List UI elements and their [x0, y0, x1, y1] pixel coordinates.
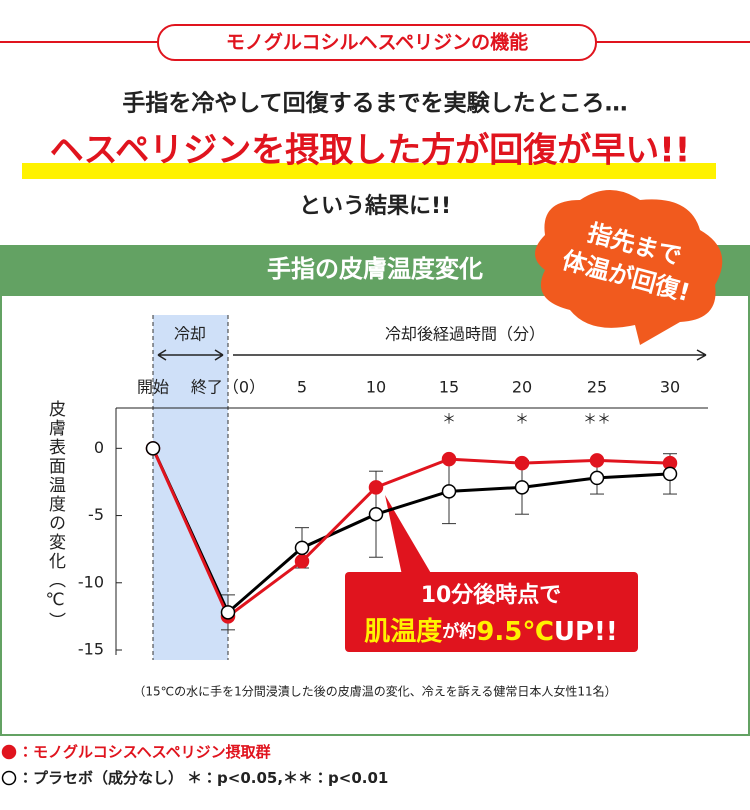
significance: ＊	[442, 412, 456, 428]
headline-1: 手指を冷やして回復するまでを実験したところ…	[122, 90, 627, 117]
x-axis-label: 冷却後経過時間（分）	[385, 325, 545, 344]
time-arrow	[233, 349, 707, 361]
legend-marker	[1, 770, 17, 786]
callout-part: 肌温度	[364, 617, 442, 647]
x-tick-label: 開始	[137, 378, 169, 397]
y-tick-label: 0	[94, 438, 104, 457]
callout	[345, 572, 638, 652]
y-tick-label: -5	[88, 505, 104, 524]
callout-part: UP!!	[554, 617, 618, 647]
headline-2: ヘスペリジンを摂取した方が回復が早い!!	[50, 131, 691, 171]
point	[589, 470, 605, 486]
x-tick-label: 30	[660, 378, 680, 397]
point	[294, 540, 310, 556]
y-tick-label: -15	[78, 640, 104, 659]
legend-name: プラセボ（成分なし）	[33, 769, 183, 787]
headline-3: という結果に!!	[299, 193, 451, 219]
y-axis-label: 皮膚表面温度の変化（℃）	[45, 400, 66, 631]
x-tick-label: 終了（0）	[191, 378, 265, 397]
point	[441, 451, 457, 467]
x-tick-label: 15	[439, 378, 459, 397]
point	[368, 506, 384, 522]
highlight	[22, 163, 716, 179]
point	[662, 466, 678, 482]
legend-entry: ：モノグルコシスヘスペリジン摂取群	[18, 743, 271, 761]
callout-pointer	[385, 495, 432, 575]
cooling-label: 冷却	[174, 325, 206, 344]
cooling-arrow	[157, 349, 224, 361]
point	[514, 455, 530, 471]
x-tick-label: 25	[587, 378, 607, 397]
banner-pill	[157, 24, 597, 61]
note: （15℃の水に手を1分間浸漬した後の皮膚温の変化、冷えを訴える健常日本人女性11…	[133, 684, 616, 699]
legend-extra: ＊：p<0.05,＊＊：p<0.01	[187, 769, 388, 787]
callout-line: 10分後時点で	[421, 582, 562, 608]
legend-marker	[1, 744, 17, 760]
chart-title: 手指の皮膚温度変化	[267, 255, 483, 283]
callout-part: 9.5℃	[476, 617, 554, 647]
point	[294, 554, 310, 569]
cooling-zone	[153, 315, 228, 660]
y-tick-label: -10	[78, 572, 104, 591]
legend-sep: ：	[18, 769, 33, 787]
bubble	[535, 190, 723, 345]
point	[441, 484, 457, 499]
point	[145, 441, 161, 456]
significance: ＊＊	[583, 412, 611, 428]
callout-line: 肌温度が約9.5℃UP!!	[364, 617, 617, 647]
point	[368, 480, 384, 495]
point	[589, 453, 605, 468]
series-line	[151, 447, 671, 615]
banner-text: モノグルコシルヘスペリジンの機能	[226, 31, 528, 54]
x-tick-label: 5	[297, 378, 307, 397]
point	[514, 480, 530, 495]
legend-entry: ：プラセボ（成分なし） ＊：p<0.05,＊＊：p<0.01	[18, 769, 388, 787]
point	[220, 605, 236, 620]
series-line	[151, 447, 671, 619]
legend-name: モノグルコシスヘスペリジン摂取群	[33, 743, 271, 761]
callout-part: が約	[442, 621, 476, 642]
legend-sep: ：	[18, 743, 33, 761]
x-tick-label: 10	[366, 378, 386, 397]
significance: ＊	[515, 412, 529, 428]
x-tick-label: 20	[512, 378, 532, 397]
